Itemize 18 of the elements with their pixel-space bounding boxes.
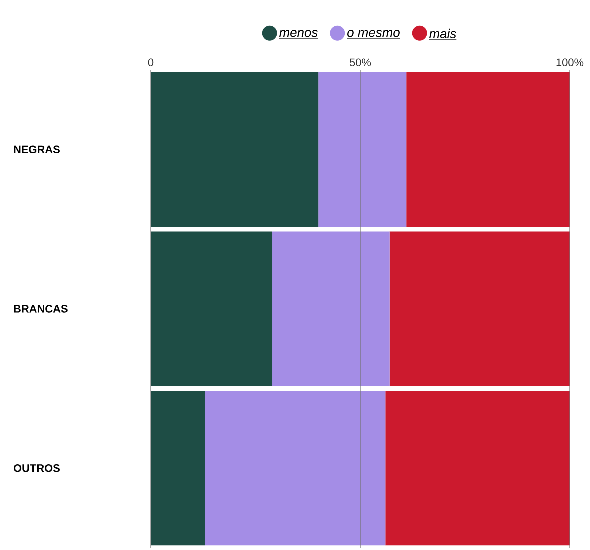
y-tick-label: OUTROS [14, 464, 60, 472]
bar [406, 72, 570, 227]
bar [151, 391, 206, 546]
x-tick-label: 50% [350, 58, 372, 66]
legend-label: mais [430, 28, 456, 38]
bar [205, 391, 386, 546]
bar [318, 72, 407, 227]
bar [151, 232, 273, 386]
x-tick-label: 100% [556, 58, 584, 66]
y-tick-label: NEGRAS [14, 146, 60, 154]
bar [386, 391, 570, 546]
x-tick-label: 0 [148, 58, 154, 66]
bar [151, 72, 319, 227]
legend-label: menos [280, 30, 318, 38]
legend-label: o mesmo [348, 30, 400, 38]
bar [390, 232, 570, 386]
y-tick-label: BRANCAS [14, 305, 68, 313]
bar [272, 232, 390, 386]
